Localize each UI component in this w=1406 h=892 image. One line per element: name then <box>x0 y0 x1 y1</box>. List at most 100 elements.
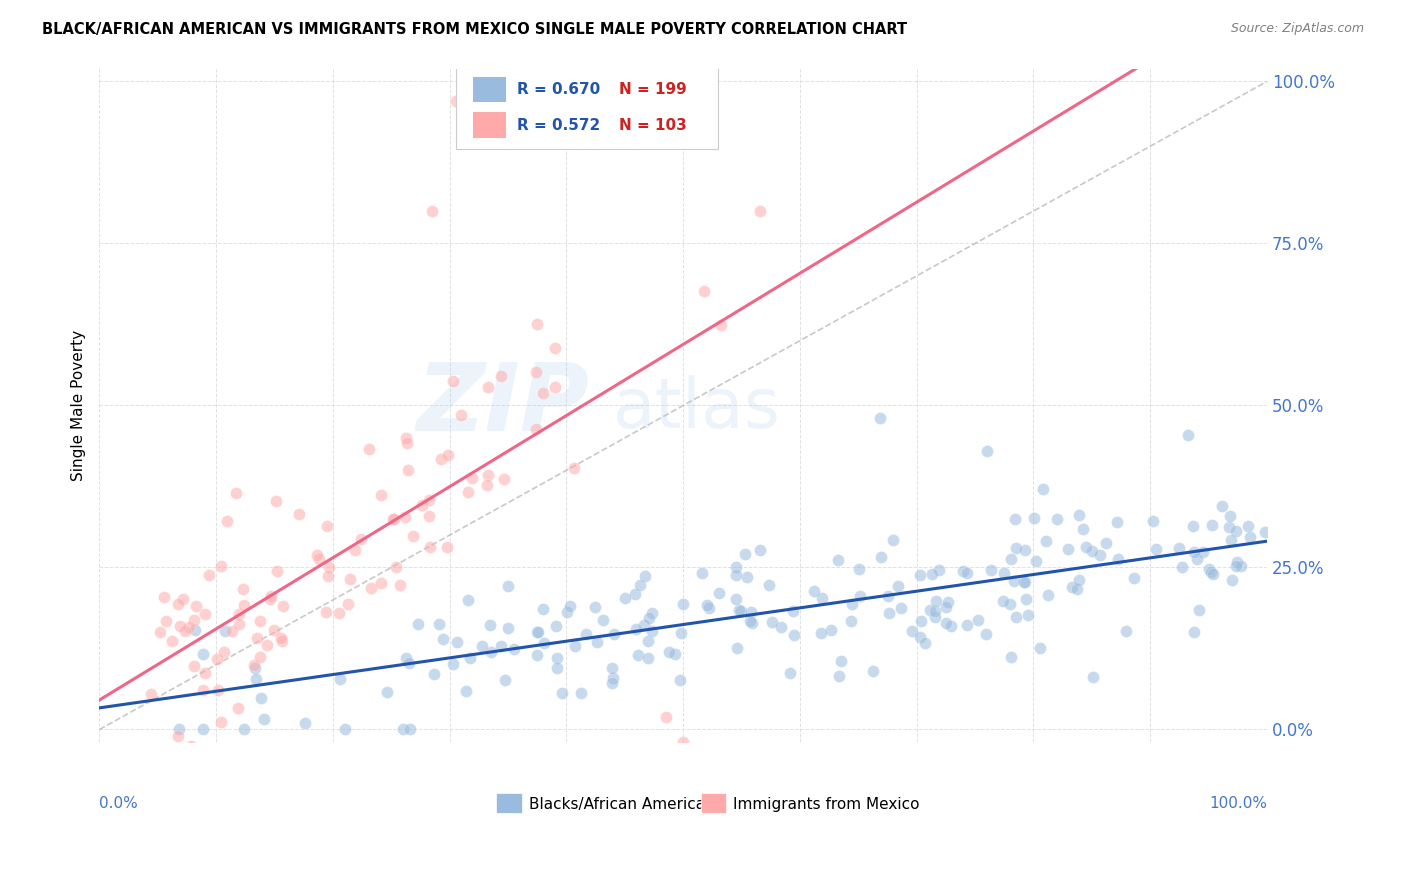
Point <box>333 723 356 737</box>
Point <box>441 657 464 672</box>
Point <box>1222 573 1244 587</box>
Point <box>1219 509 1241 524</box>
Point <box>1168 541 1191 556</box>
Point <box>1201 517 1223 532</box>
Point <box>1226 555 1249 569</box>
Point <box>870 549 893 564</box>
Point <box>848 562 870 576</box>
Text: Immigrants from Mexico: Immigrants from Mexico <box>734 797 920 812</box>
Point <box>494 673 516 687</box>
Point <box>724 560 747 574</box>
Point <box>489 639 512 653</box>
Point <box>173 750 195 764</box>
Point <box>980 563 1002 577</box>
Point <box>246 631 269 645</box>
Point <box>471 640 494 654</box>
Point <box>146 761 169 775</box>
Point <box>477 380 499 394</box>
Point <box>167 723 190 737</box>
Point <box>901 624 924 638</box>
Point <box>862 664 884 678</box>
Text: atlas: atlas <box>613 376 780 442</box>
Point <box>769 620 792 634</box>
Point <box>214 624 236 638</box>
Point <box>172 591 194 606</box>
Point <box>1239 530 1261 544</box>
Point <box>155 614 177 628</box>
Point <box>1004 512 1026 526</box>
Point <box>167 597 190 611</box>
Point <box>627 648 650 662</box>
Point <box>250 690 273 705</box>
Point <box>305 549 328 563</box>
Y-axis label: Single Male Poverty: Single Male Poverty <box>72 330 86 481</box>
Point <box>419 540 441 554</box>
Point <box>1187 603 1209 617</box>
Point <box>564 639 586 653</box>
Point <box>461 471 484 485</box>
Point <box>869 411 891 425</box>
Point <box>1198 562 1220 576</box>
Point <box>454 683 477 698</box>
Point <box>494 472 516 486</box>
Point <box>841 597 863 611</box>
Point <box>1115 624 1137 638</box>
Point <box>1105 515 1128 529</box>
Point <box>394 510 416 524</box>
Point <box>207 683 229 698</box>
Point <box>1081 670 1104 684</box>
Point <box>1046 512 1069 526</box>
Point <box>921 566 943 581</box>
Text: R = 0.572: R = 0.572 <box>517 118 600 133</box>
Point <box>1211 499 1233 513</box>
Point <box>928 563 950 577</box>
Point <box>668 673 690 688</box>
Point <box>266 564 288 578</box>
Point <box>232 598 254 612</box>
Point <box>551 685 574 699</box>
Point <box>738 614 761 628</box>
Point <box>749 542 772 557</box>
Point <box>696 598 718 612</box>
Point <box>441 374 464 388</box>
Point <box>245 672 267 686</box>
Point <box>457 484 479 499</box>
Point <box>359 442 381 456</box>
Point <box>228 617 250 632</box>
Point <box>1144 541 1167 556</box>
Point <box>339 572 361 586</box>
Point <box>1000 649 1022 664</box>
Point <box>1036 588 1059 602</box>
Point <box>1142 514 1164 528</box>
Point <box>1004 610 1026 624</box>
Point <box>315 519 337 533</box>
Point <box>546 650 568 665</box>
Point <box>546 619 568 633</box>
Point <box>728 603 751 617</box>
Point <box>318 560 340 574</box>
Point <box>914 635 936 649</box>
Point <box>93 761 115 775</box>
Point <box>531 602 554 616</box>
Point <box>432 632 454 646</box>
Point <box>1080 544 1102 558</box>
Point <box>1225 524 1247 539</box>
Point <box>344 543 367 558</box>
Point <box>956 618 979 632</box>
Point <box>370 488 392 502</box>
Text: ZIP: ZIP <box>418 359 589 451</box>
Point <box>690 566 713 580</box>
Point <box>149 625 172 640</box>
Text: N = 103: N = 103 <box>619 118 686 133</box>
Point <box>830 654 852 668</box>
Point <box>1067 508 1090 522</box>
Point <box>194 607 217 621</box>
Point <box>544 341 567 355</box>
Point <box>1071 522 1094 536</box>
Point <box>288 507 311 521</box>
Point <box>418 493 440 508</box>
Point <box>628 578 651 592</box>
Point <box>725 567 748 582</box>
Point <box>583 599 606 614</box>
Point <box>544 380 567 394</box>
